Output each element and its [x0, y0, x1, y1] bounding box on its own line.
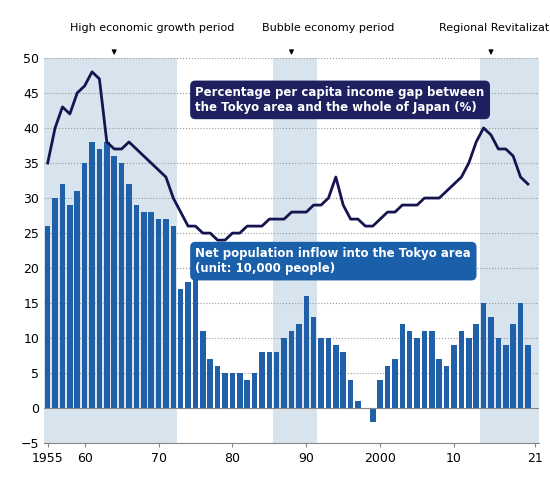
Bar	[282, 338, 287, 408]
Bar	[67, 205, 73, 408]
Bar	[340, 352, 346, 408]
Bar	[244, 380, 250, 408]
Bar	[348, 380, 354, 408]
Bar	[192, 247, 198, 408]
Text: Net population inflow into the Tokyo area
(unit: 10,000 people): Net population inflow into the Tokyo are…	[195, 247, 471, 275]
Bar	[112, 156, 117, 408]
Bar	[355, 402, 361, 408]
Bar	[481, 303, 486, 408]
Bar	[466, 338, 471, 408]
Text: Percentage per capita income gap between
the Tokyo area and the whole of Japan (: Percentage per capita income gap between…	[195, 86, 485, 114]
Bar	[119, 163, 124, 408]
Bar	[252, 374, 257, 408]
Bar	[163, 219, 169, 408]
Text: Bubble economy period: Bubble economy period	[262, 23, 394, 33]
Bar	[496, 338, 501, 408]
Bar	[185, 282, 191, 408]
Bar	[230, 374, 235, 408]
Bar	[385, 366, 390, 408]
Bar	[170, 226, 176, 408]
Bar	[104, 142, 109, 408]
Bar	[370, 408, 376, 422]
Bar	[518, 303, 523, 408]
Bar	[414, 338, 420, 408]
Bar	[474, 324, 479, 408]
Bar	[274, 352, 279, 408]
Bar	[60, 184, 65, 408]
Bar	[267, 352, 272, 408]
Bar	[318, 338, 324, 408]
Bar	[429, 331, 434, 408]
Bar	[141, 212, 146, 408]
Bar	[326, 338, 331, 408]
Bar	[207, 359, 213, 408]
Bar	[399, 324, 405, 408]
Bar	[304, 296, 309, 408]
Bar	[444, 366, 449, 408]
Bar	[289, 331, 294, 408]
Bar	[451, 345, 457, 408]
Bar	[422, 331, 427, 408]
Bar	[215, 366, 221, 408]
Bar	[148, 212, 154, 408]
Bar	[89, 142, 95, 408]
Bar	[222, 374, 228, 408]
Bar	[97, 149, 102, 408]
Bar	[525, 345, 531, 408]
Bar	[273, 58, 317, 443]
Bar	[296, 324, 301, 408]
Bar	[134, 205, 139, 408]
Bar	[377, 380, 383, 408]
Bar	[311, 317, 316, 408]
Bar	[237, 374, 243, 408]
Bar	[503, 345, 509, 408]
Bar	[510, 324, 516, 408]
Bar	[74, 191, 80, 408]
Bar	[178, 289, 184, 408]
Text: High economic growth period: High economic growth period	[70, 23, 234, 33]
Bar	[480, 58, 539, 443]
Bar	[392, 359, 398, 408]
Bar	[200, 331, 206, 408]
Bar	[126, 184, 132, 408]
Bar	[333, 345, 339, 408]
Bar	[156, 219, 161, 408]
Bar	[82, 163, 87, 408]
Bar	[407, 331, 412, 408]
Bar	[488, 317, 494, 408]
Bar	[45, 226, 51, 408]
Bar	[437, 359, 442, 408]
Text: Regional Revitalization: Regional Revitalization	[439, 23, 550, 33]
Bar	[44, 58, 177, 443]
Bar	[259, 352, 265, 408]
Bar	[52, 198, 58, 408]
Bar	[459, 331, 464, 408]
